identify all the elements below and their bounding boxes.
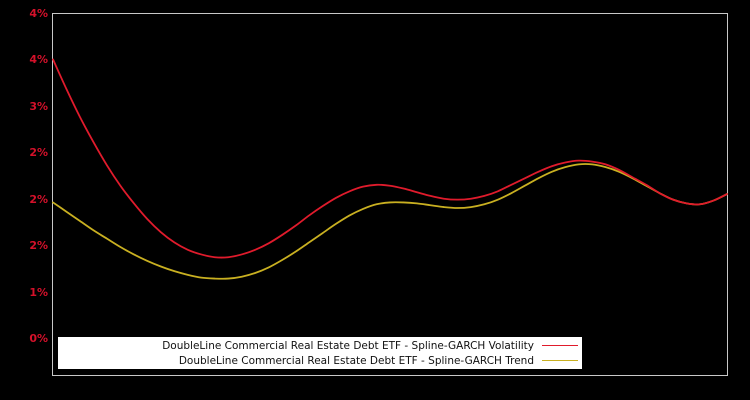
y-axis-tick-label: 4% [29, 7, 48, 20]
legend-label-trend: DoubleLine Commercial Real Estate Debt E… [178, 354, 534, 367]
legend-label-volatility: DoubleLine Commercial Real Estate Debt E… [162, 339, 534, 352]
legend-item-trend: DoubleLine Commercial Real Estate Debt E… [58, 353, 578, 368]
y-axis-tick-label: 1% [29, 286, 48, 299]
legend-swatch-volatility [542, 345, 578, 346]
y-axis-tick-label: 4% [29, 53, 48, 66]
legend: DoubleLine Commercial Real Estate Debt E… [58, 337, 582, 369]
y-axis-tick-label: 2% [29, 193, 48, 206]
plot-area-frame [52, 13, 728, 376]
y-axis-tick-label: 0% [29, 332, 48, 345]
legend-swatch-trend [542, 360, 578, 361]
legend-item-volatility: DoubleLine Commercial Real Estate Debt E… [58, 338, 578, 353]
y-axis-tick-label: 3% [29, 100, 48, 113]
y-axis-tick-label: 2% [29, 239, 48, 252]
y-axis-tick-label: 2% [29, 146, 48, 159]
